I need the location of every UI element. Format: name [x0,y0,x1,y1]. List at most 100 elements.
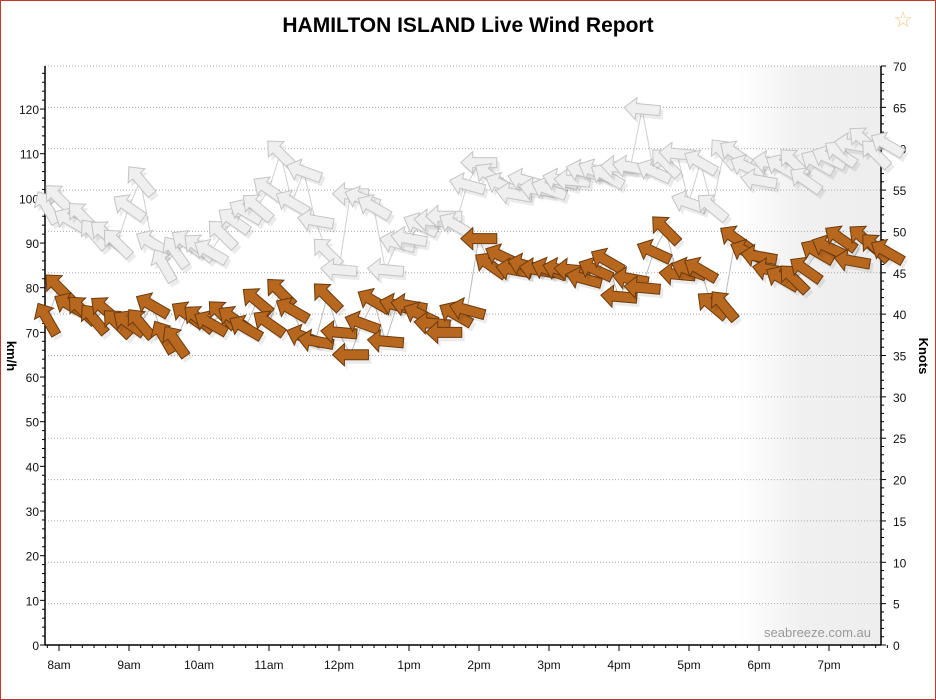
left-tick-label: 10 [26,594,40,608]
right-tick-label: 30 [893,391,907,405]
average-wind-arrow [229,314,265,342]
average-wind-arrow [162,325,191,360]
right-axis-title: Knots [916,338,931,375]
average-wind-arrow [344,310,382,335]
left-tick-label: 20 [26,550,40,564]
right-tick-label: 55 [893,184,907,198]
average-wind-arrow [578,256,615,283]
gust-wind-arrow [684,149,720,177]
gust-wind-arrow [218,207,253,236]
gust-wind-arrow [623,96,662,121]
right-tick-label: 35 [893,350,907,364]
x-tick-label: 11am [254,658,283,672]
right-tick-label: 10 [893,556,907,570]
average-wind-arrow [448,296,487,321]
average-wind-arrow [194,310,230,338]
left-axis-title: km/h [4,341,19,371]
gust-wind-arrow [439,211,475,240]
average-wind-arrow [366,328,405,353]
right-tick-label: 50 [893,225,907,239]
gust-wind-arrow [113,194,148,223]
x-tick-label: 8am [47,658,70,672]
average-wind-arrow [590,247,626,275]
gust-wind-arrow [697,194,730,224]
gust-wind-arrow [590,162,626,191]
average-wind-arrow [780,265,811,296]
gust-wind-arrow [366,257,405,282]
gust-wind-arrow [103,229,135,261]
right-tick-label: 65 [893,101,907,115]
right-tick-label: 25 [893,432,907,446]
left-tick-label: 30 [26,505,40,519]
gust-wind-arrow [194,238,230,266]
gust-wind-arrow [870,131,906,159]
gust-wind-arrow [162,236,191,271]
average-wind-arrow [684,256,720,284]
average-wind-arrow [652,216,683,247]
right-tick-label: 40 [893,308,907,322]
left-tick-label: 40 [26,460,40,474]
right-tick-label: 5 [893,598,900,612]
left-tick-label: 60 [26,371,40,385]
average-wind-arrow [740,243,778,268]
gust-wind-arrow [357,194,393,222]
gust-wind-arrow [390,225,428,250]
average-wind-arrow [870,238,906,266]
x-tick-label: 3pm [537,658,560,672]
average-wind-arrow [80,304,110,337]
gust-wind-arrow [862,140,893,171]
gust-wind-arrow [296,207,335,232]
average-wind-arrow [636,238,673,265]
right-tick-label: 15 [893,515,907,529]
left-tick-label: 100 [19,192,39,206]
x-tick-label: 10am [184,658,214,672]
watermark: seabreeze.com.au [764,625,871,640]
x-tick-label: 6pm [747,658,770,672]
right-tick-label: 0 [893,639,900,653]
right-tick-label: 45 [893,267,907,281]
left-tick-label: 80 [26,282,40,296]
average-wind-arrow [833,247,872,272]
average-wind-arrow [825,225,859,254]
right-tick-label: 70 [893,60,907,74]
left-tick-label: 90 [26,237,40,251]
average-wind-arrow [460,226,498,251]
average-wind-arrow [790,256,824,285]
left-tick-label: 110 [20,148,39,162]
average-wind-arrow [811,234,848,261]
average-wind-arrow [425,320,463,345]
gust-wind-arrow [825,140,859,169]
average-wind-arrow [710,291,740,324]
gust-wind-arrow [790,167,824,196]
x-tick-label: 4pm [607,658,630,672]
gust-wind-arrow [448,171,487,196]
gust-wind-arrow [740,167,778,192]
gust-wind-arrow [313,238,345,269]
left-tick-label: 50 [26,416,40,430]
gust-wind-arrow [275,189,311,217]
x-tick-label: 5pm [677,658,700,672]
gust-wind-arrow [320,257,358,282]
average-wind-arrow [275,296,311,325]
average-wind-arrow [253,310,288,339]
x-tick-label: 1pm [397,658,420,672]
average-wind-arrow [242,288,275,318]
x-tick-label: 9am [117,658,140,672]
average-wind-arrow [623,275,662,300]
gust-wind-arrow [208,220,240,252]
gust-wind-arrow [127,166,157,199]
gust-wind-arrow [267,140,298,171]
gust-wind-arrow [286,158,324,184]
right-tick-label: 20 [893,474,907,488]
left-tick-label: 0 [32,639,39,653]
gust-wind-arrow [242,194,275,224]
x-tick-label: 7pm [817,658,840,672]
average-wind-arrow [331,342,369,367]
chart-title: HAMILTON ISLAND Live Wind Report [282,14,654,37]
average-wind-arrow [33,302,62,338]
average-wind-arrow [313,283,345,314]
favourite-star-icon[interactable]: ☆ [893,7,913,32]
x-tick-label: 12pm [324,658,354,672]
